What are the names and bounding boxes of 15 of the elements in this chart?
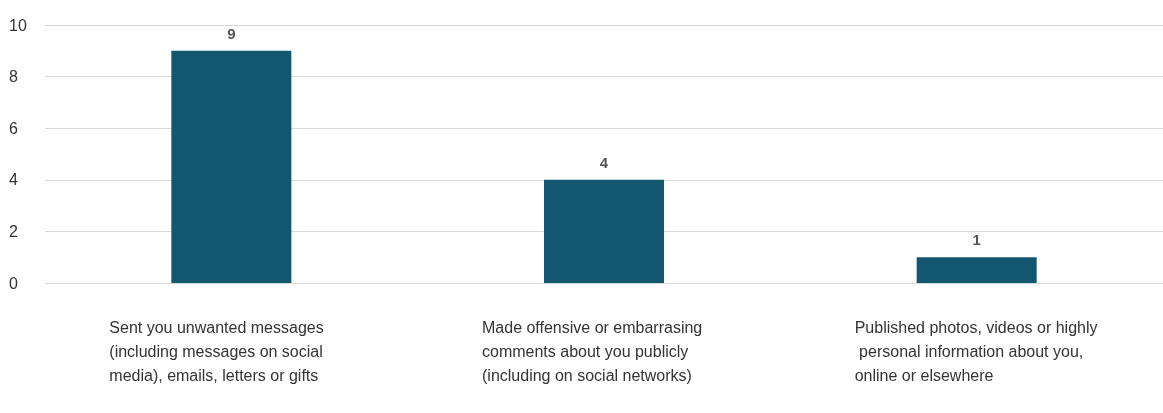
y-tick-label: 0 [9, 274, 18, 292]
x-tick-label: Made offensive or embarrasing comments about you publicly (including on social networks) [482, 318, 707, 384]
x-tick-label: Sent you unwanted messages (including messages on social media), emails, letters or gifts [109, 318, 329, 384]
y-tick-label: 4 [9, 171, 18, 189]
bar [544, 179, 664, 283]
y-tick-label: 8 [9, 68, 18, 86]
bar [171, 50, 292, 283]
bar [916, 257, 1037, 283]
data-label: 9 [227, 24, 236, 42]
data-label: 4 [599, 153, 609, 171]
y-tick-label: 6 [9, 119, 18, 137]
y-tick-label: 2 [9, 222, 18, 240]
x-tick-label: Published photos, videos or highly personal information about you, online or elsewhere [854, 318, 1098, 384]
data-label: 1 [972, 231, 981, 249]
y-tick-label: 10 [9, 16, 27, 34]
